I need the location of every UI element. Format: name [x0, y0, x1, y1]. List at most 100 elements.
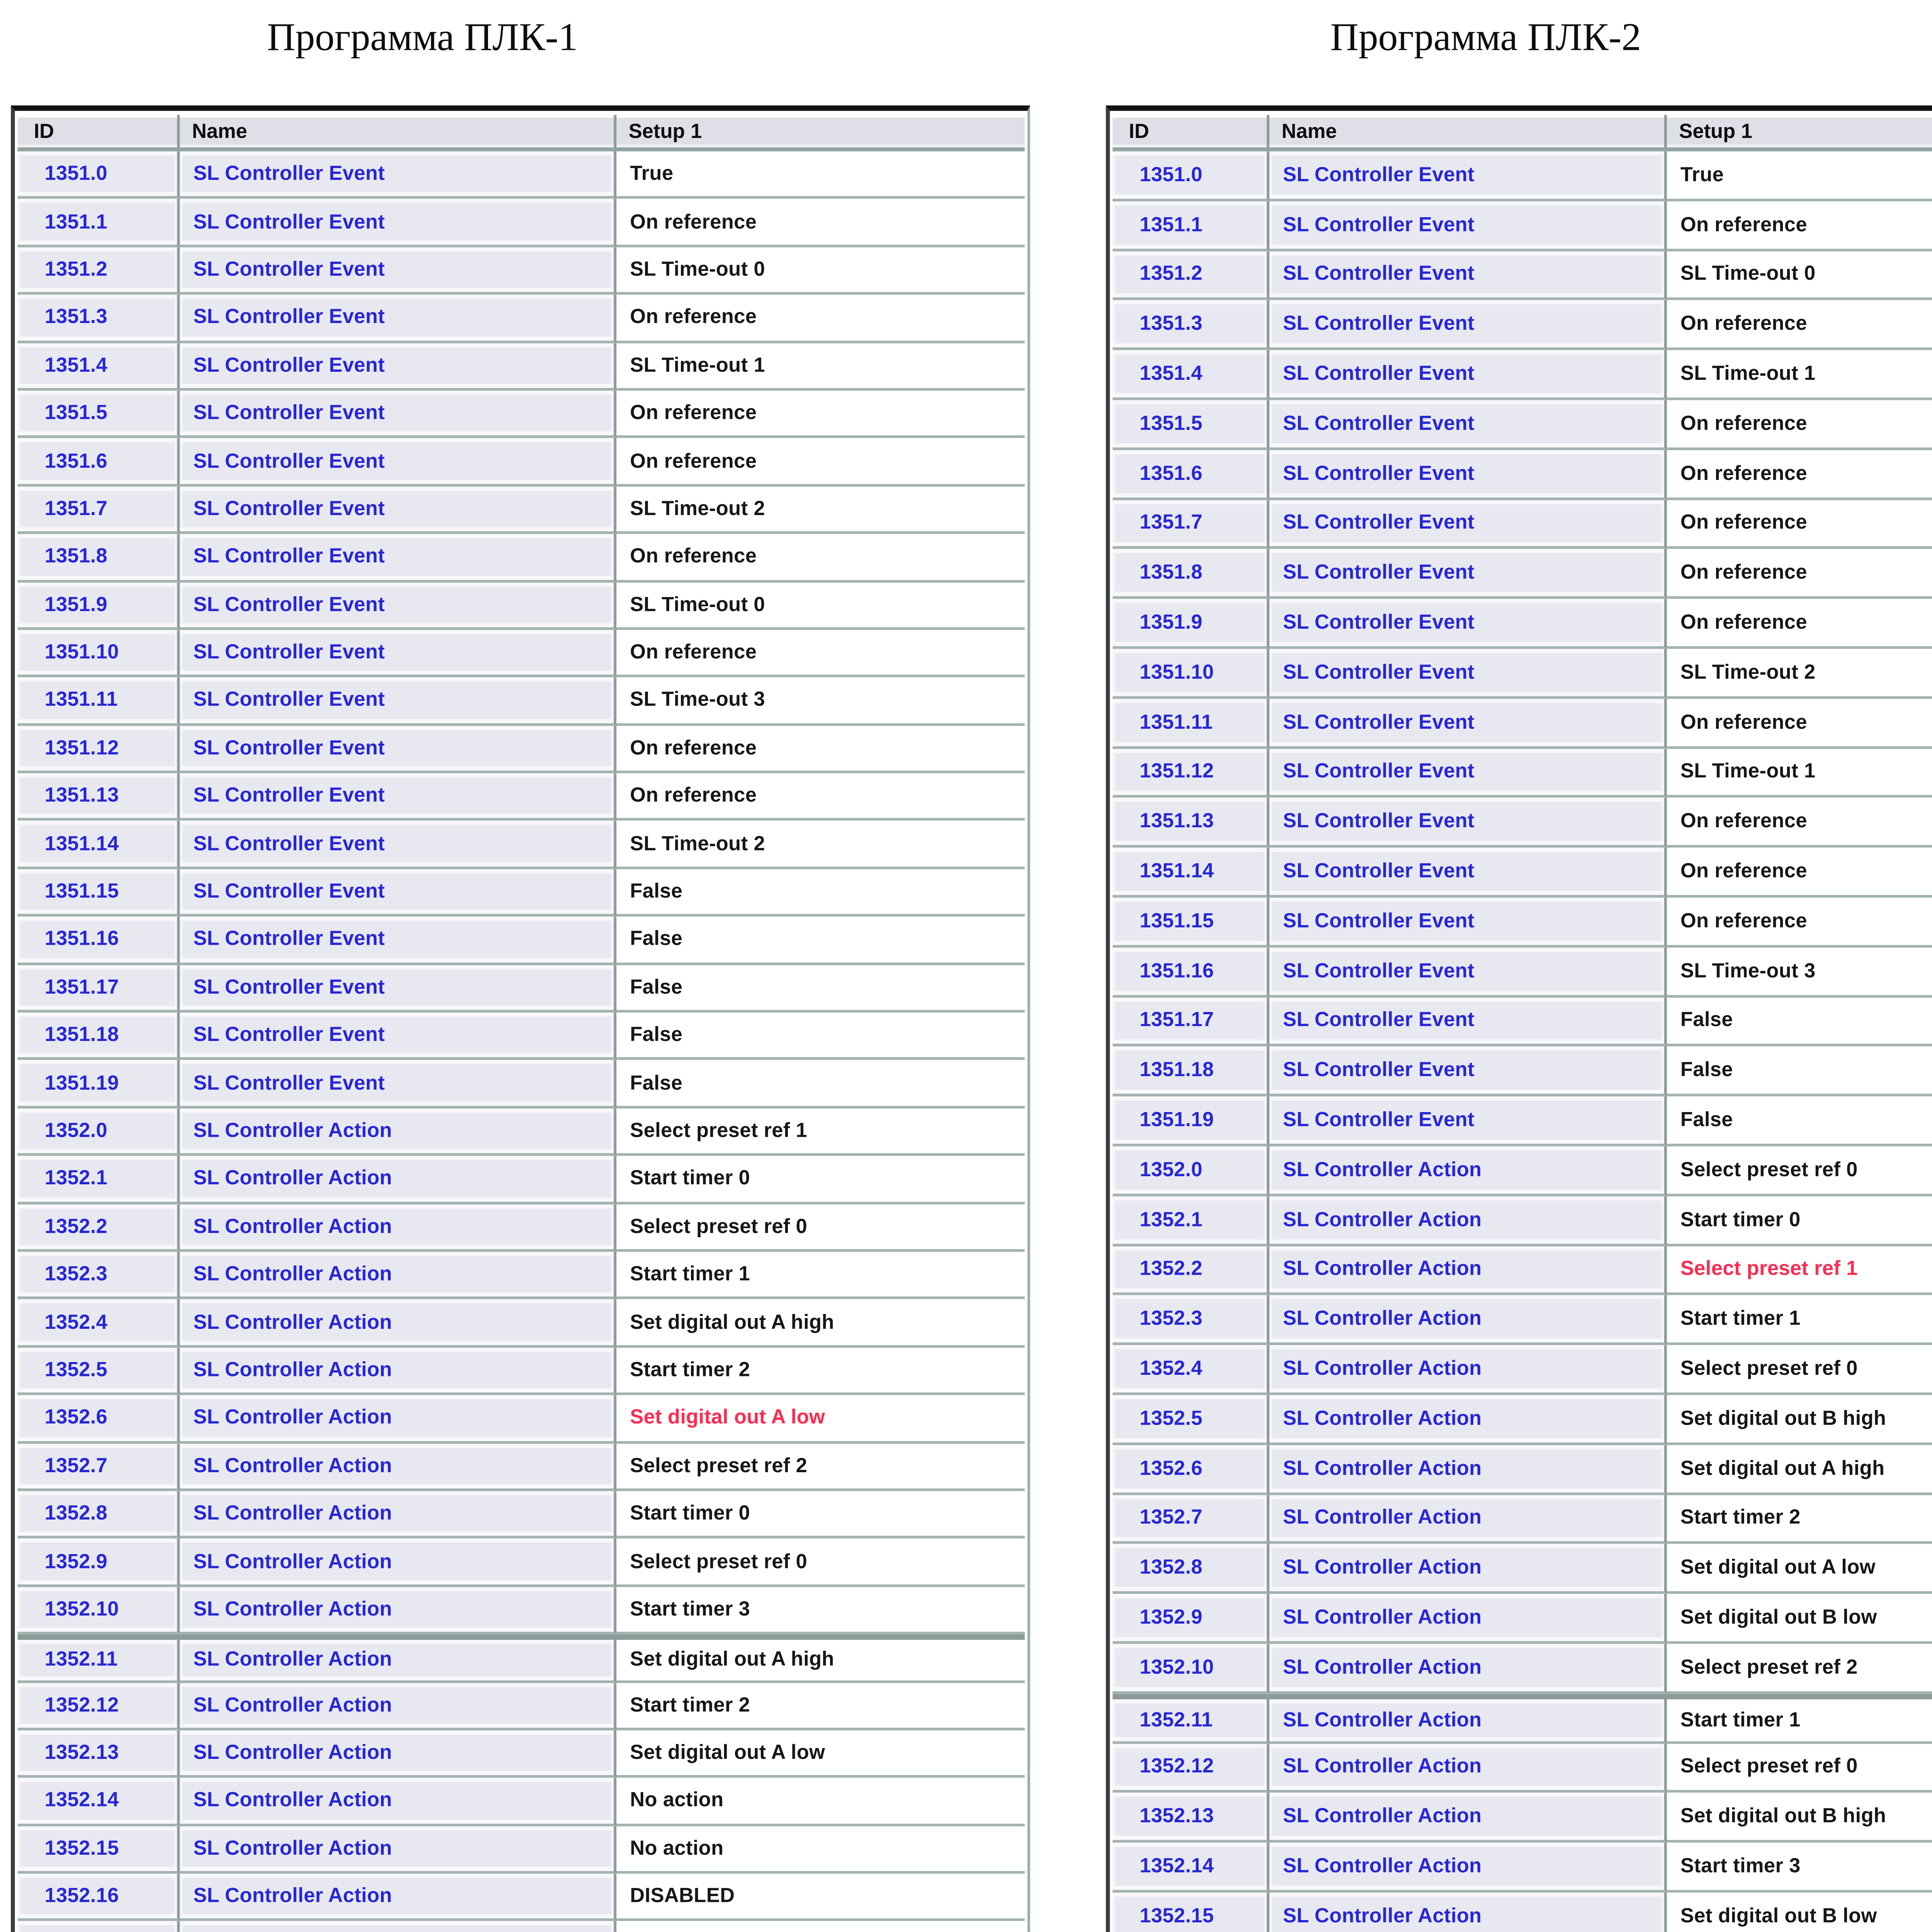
row-name-cell[interactable]: SL Controller Action	[180, 1730, 617, 1778]
row-name-cell[interactable]: SL Controller Action	[1269, 1544, 1667, 1594]
row-name-cell[interactable]: SL Controller Event	[1269, 450, 1667, 500]
row-setup-cell[interactable]: On reference	[616, 390, 1025, 439]
row-id-cell[interactable]: 1351.15	[1112, 897, 1270, 947]
row-name-cell[interactable]: SL Controller Action	[180, 1252, 617, 1300]
row-setup-cell[interactable]: Start timer 1	[1667, 1693, 1932, 1743]
row-name-cell[interactable]: SL Controller Event	[1269, 400, 1667, 450]
row-setup-cell[interactable]: False	[1667, 997, 1932, 1047]
row-name-cell[interactable]: SL Controller Event	[180, 582, 617, 630]
row-id-cell[interactable]: 1351.7	[17, 486, 180, 534]
row-id-cell[interactable]: 1351.13	[17, 773, 180, 821]
row-id-cell[interactable]: 1352.15	[1112, 1892, 1270, 1932]
row-setup-cell[interactable]: On reference	[616, 438, 1025, 486]
row-name-cell[interactable]: SL Controller Action	[1269, 1146, 1667, 1196]
row-name-cell[interactable]: SL Controller Event	[1269, 1096, 1667, 1146]
row-name-cell[interactable]: SL Controller Event	[180, 151, 617, 199]
row-id-cell[interactable]: 1351.18	[1112, 1047, 1270, 1097]
row-id-cell[interactable]: 1351.10	[1112, 649, 1270, 699]
row-id-cell[interactable]: 1352.0	[1112, 1146, 1270, 1196]
row-setup-cell[interactable]: Select preset ref 1	[1667, 1246, 1932, 1296]
row-setup-cell[interactable]: On reference	[1667, 699, 1932, 748]
row-name-cell[interactable]: SL Controller Event	[180, 343, 617, 391]
row-setup-cell[interactable]: Set digital out B low	[1667, 1594, 1932, 1644]
row-setup-cell[interactable]: SL Time-out 2	[1667, 649, 1932, 699]
row-id-cell[interactable]: 1351.1	[1112, 201, 1270, 251]
row-name-cell[interactable]: SL Controller Event	[180, 1012, 617, 1061]
row-id-cell[interactable]: 1352.3	[17, 1252, 180, 1300]
row-name-cell[interactable]: SL Controller Action	[1269, 1793, 1667, 1843]
row-id-cell[interactable]: 1352.6	[1112, 1445, 1270, 1495]
row-name-cell[interactable]: SL Controller Event	[180, 630, 617, 678]
row-name-cell[interactable]: SL Controller Event	[180, 869, 617, 917]
row-setup-cell[interactable]: False	[1667, 1047, 1932, 1097]
row-name-cell[interactable]: SL Controller Event	[180, 247, 617, 295]
row-setup-cell[interactable]: Set digital out B low	[1667, 1892, 1932, 1932]
row-name-cell[interactable]: SL Controller Event	[180, 773, 617, 821]
row-setup-cell[interactable]: Select preset ref 0	[1667, 1743, 1932, 1793]
row-id-cell[interactable]: 1351.2	[1112, 251, 1270, 301]
row-setup-cell[interactable]: SL Time-out 3	[616, 677, 1025, 726]
row-name-cell[interactable]: SL Controller Action	[1269, 1196, 1667, 1246]
row-id-cell[interactable]: 1352.2	[1112, 1246, 1270, 1296]
row-id-cell[interactable]: 1351.14	[17, 821, 180, 869]
row-id-cell[interactable]: 1352.4	[17, 1299, 180, 1348]
row-id-cell[interactable]: 1351.9	[1112, 599, 1270, 649]
row-setup-cell[interactable]: On reference	[616, 725, 1025, 774]
row-id-cell[interactable]: 1352.1	[1112, 1196, 1270, 1246]
row-id-cell[interactable]: 1352.1	[17, 1156, 180, 1204]
row-name-cell[interactable]: SL Controller Event	[1269, 549, 1667, 599]
row-id-cell[interactable]: 1352.10	[17, 1587, 180, 1635]
row-name-cell[interactable]: SL Controller Action	[1269, 1594, 1667, 1644]
row-id-cell[interactable]: 1352.13	[1112, 1793, 1270, 1843]
row-id-cell[interactable]: 1351.17	[17, 964, 180, 1013]
row-id-cell[interactable]: 1352.5	[17, 1347, 180, 1396]
row-id-cell[interactable]: 1352.5	[1112, 1395, 1270, 1445]
row-id-cell[interactable]: 1351.19	[1112, 1096, 1270, 1146]
row-name-cell[interactable]: SL Controller Action	[1269, 1843, 1667, 1893]
row-setup-cell[interactable]: Set digital out A low	[1667, 1544, 1932, 1594]
row-setup-cell[interactable]: SL Time-out 0	[1667, 251, 1932, 301]
row-id-cell[interactable]: 1351.18	[17, 1012, 180, 1061]
row-name-cell[interactable]: SL Controller Event	[1269, 848, 1667, 898]
row-name-cell[interactable]: SL Controller Action	[180, 1443, 617, 1491]
row-name-cell[interactable]: SL Controller Event	[1269, 997, 1667, 1047]
row-name-cell[interactable]: SL Controller Action	[1269, 1345, 1667, 1395]
row-name-cell[interactable]: SL Controller Event	[180, 677, 617, 726]
row-id-cell[interactable]: 1352.3	[1112, 1295, 1270, 1345]
row-id-cell[interactable]: 1352.7	[1112, 1494, 1270, 1544]
row-id-cell[interactable]: 1352.14	[17, 1778, 180, 1826]
row-id-cell[interactable]: 1351.16	[17, 917, 180, 965]
row-name-cell[interactable]: SL Controller Event	[180, 725, 617, 774]
row-setup-cell[interactable]: Select preset ref 0	[1667, 1345, 1932, 1395]
row-setup-cell[interactable]: Start timer 3	[616, 1587, 1025, 1635]
row-id-cell[interactable]: 1352.8	[1112, 1544, 1270, 1594]
row-id-cell[interactable]: 1352.15	[17, 1826, 180, 1874]
row-setup-cell[interactable]: On reference	[1667, 599, 1932, 649]
row-id-cell[interactable]: 1351.6	[17, 438, 180, 486]
row-id-cell[interactable]: 1352.16	[17, 1874, 180, 1922]
row-name-cell[interactable]: SL Controller Event	[1269, 699, 1667, 748]
row-setup-cell[interactable]: Start timer 1	[616, 1252, 1025, 1300]
row-name-cell[interactable]: SL Controller Event	[1269, 748, 1667, 798]
row-setup-cell[interactable]: On reference	[1667, 500, 1932, 549]
row-name-cell[interactable]: SL Controller Event	[180, 199, 617, 247]
row-setup-cell[interactable]: Select preset ref 0	[616, 1539, 1025, 1587]
row-name-cell[interactable]: SL Controller Action	[180, 1347, 617, 1396]
row-name-cell[interactable]: SL Controller Action	[180, 1204, 617, 1252]
row-id-cell[interactable]: 1352.2	[17, 1204, 180, 1252]
row-name-cell[interactable]: SL Controller Event	[180, 295, 617, 343]
row-name-cell[interactable]: SL Controller Event	[1269, 649, 1667, 699]
row-setup-cell[interactable]: No action	[616, 1826, 1025, 1874]
row-setup-cell[interactable]: True	[1667, 151, 1932, 201]
row-id-cell[interactable]: 1352.7	[17, 1443, 180, 1491]
row-name-cell[interactable]: SL Controller Event	[1269, 599, 1667, 649]
row-id-cell[interactable]: 1351.0	[1112, 151, 1270, 201]
row-id-cell[interactable]: 1351.1	[17, 199, 180, 247]
row-name-cell[interactable]: SL Controller Event	[1269, 251, 1667, 301]
row-setup-cell[interactable]: Set digital out A low	[616, 1395, 1025, 1444]
row-name-cell[interactable]: SL Controller Action	[1269, 1295, 1667, 1345]
row-name-cell[interactable]: SL Controller Event	[1269, 301, 1667, 350]
row-id-cell[interactable]: 1351.4	[1112, 350, 1270, 400]
row-id-cell[interactable]: 1352.9	[1112, 1594, 1270, 1644]
row-setup-cell[interactable]: No action	[616, 1922, 1025, 1932]
